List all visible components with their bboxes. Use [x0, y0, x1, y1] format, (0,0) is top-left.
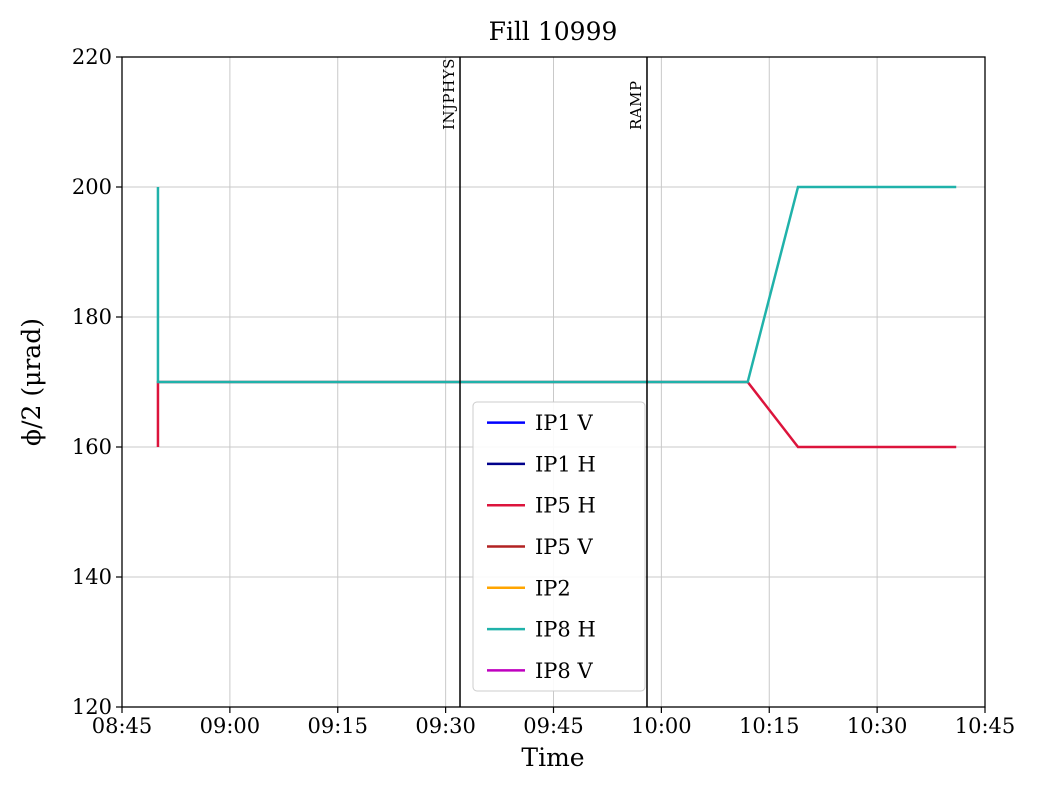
event-label-ramp: RAMP — [627, 80, 645, 130]
x-tick-label: 09:30 — [415, 714, 476, 738]
y-tick-label: 200 — [72, 175, 112, 199]
legend-entry-label: IP8 V — [535, 659, 593, 683]
legend-entry-label: IP2 — [535, 576, 571, 600]
y-tick-label: 120 — [72, 695, 112, 719]
legend-entry-ip1-h: IP1 H — [487, 452, 596, 476]
legend-entry-label: IP5 V — [535, 535, 593, 559]
legend-entry-ip8-h: IP8 H — [487, 618, 596, 642]
event-lines-layer: INJPHYS RAMP — [440, 57, 648, 707]
chart-title: Fill 10999 — [489, 17, 618, 46]
y-tick-label: 180 — [72, 305, 112, 329]
y-tick-label: 160 — [72, 435, 112, 459]
series-layer — [156, 185, 957, 449]
event-label-injphys: INJPHYS — [440, 58, 458, 130]
legend-entry-label: IP5 H — [535, 494, 596, 518]
tick-layer: 08:45 09:00 09:15 09:30 09:45 10:00 10:15 10:30… — [72, 45, 1015, 738]
x-tick-label: 08:45 — [92, 714, 153, 738]
legend-entry-ip5-h: IP5 H — [487, 494, 596, 518]
legend-entry-label: IP8 H — [535, 618, 596, 642]
legend-entry-ip5-v: IP5 V — [487, 535, 593, 559]
x-tick-label: 09:15 — [307, 714, 368, 738]
y-tick-label: 140 — [72, 565, 112, 589]
x-tick-label: 10:00 — [631, 714, 692, 738]
y-axis-label: ϕ/2 (μrad) — [17, 318, 46, 446]
legend-entry-ip1-v: IP1 V — [487, 411, 593, 435]
legend: IP1 V IP1 H IP5 H IP5 V IP2 IP8 H IP8 V — [472, 401, 646, 692]
x-axis-label: Time — [521, 743, 584, 772]
legend-entry-label: IP1 V — [535, 411, 593, 435]
x-tick-label: 10:30 — [847, 714, 908, 738]
legend-entry-label: IP1 H — [535, 452, 596, 476]
legend-box — [472, 401, 646, 692]
x-tick-label: 09:45 — [523, 714, 584, 738]
series-line-ip8-h — [156, 185, 957, 384]
y-tick-label: 220 — [72, 45, 112, 69]
x-tick-label: 09:00 — [200, 714, 261, 738]
legend-entry-ip8-v: IP8 V — [487, 659, 593, 683]
x-tick-label: 10:45 — [955, 714, 1016, 738]
legend-entry-ip2: IP2 — [487, 576, 571, 600]
x-tick-label: 10:15 — [739, 714, 800, 738]
